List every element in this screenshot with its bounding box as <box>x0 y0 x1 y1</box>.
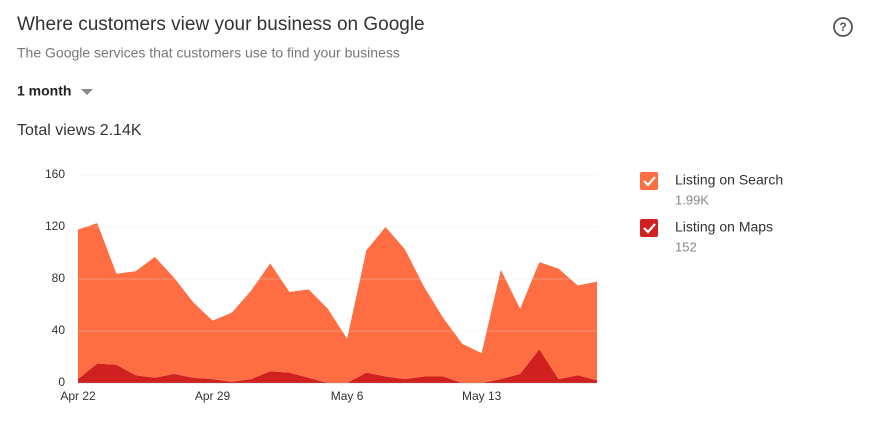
x-tick-label: May 6 <box>331 389 364 403</box>
legend-label: Listing on Maps <box>675 219 773 235</box>
legend-checkbox[interactable] <box>640 219 658 237</box>
area <box>78 223 597 383</box>
x-tick-label: May 13 <box>462 389 502 403</box>
svg-text:?: ? <box>839 20 846 34</box>
y-tick-label: 160 <box>45 167 65 181</box>
y-tick-label: 40 <box>52 323 66 337</box>
x-tick-label: Apr 29 <box>195 389 231 403</box>
title: Where customers view your business on Go… <box>17 14 425 35</box>
help-icon[interactable]: ? <box>833 17 853 37</box>
legend-checkbox[interactable] <box>640 172 658 190</box>
y-tick-label: 80 <box>52 271 66 285</box>
areas <box>78 223 597 383</box>
dropdown-arrow[interactable] <box>81 89 93 95</box>
legend-check <box>643 223 656 234</box>
subtitle: The Google services that customers use t… <box>17 45 400 61</box>
legend-check <box>643 176 656 187</box>
y-tick-label: 120 <box>45 219 65 233</box>
legend-value: 1.99K <box>675 192 709 207</box>
area <box>78 349 597 383</box>
legend-value: 152 <box>675 239 697 254</box>
period-dropdown[interactable]: 1 month <box>17 83 71 99</box>
y-tick-label: 0 <box>58 375 65 389</box>
x-tick-label: Apr 22 <box>60 389 96 403</box>
total-views: Total views 2.14K <box>17 122 142 139</box>
legend-label: Listing on Search <box>675 172 783 188</box>
